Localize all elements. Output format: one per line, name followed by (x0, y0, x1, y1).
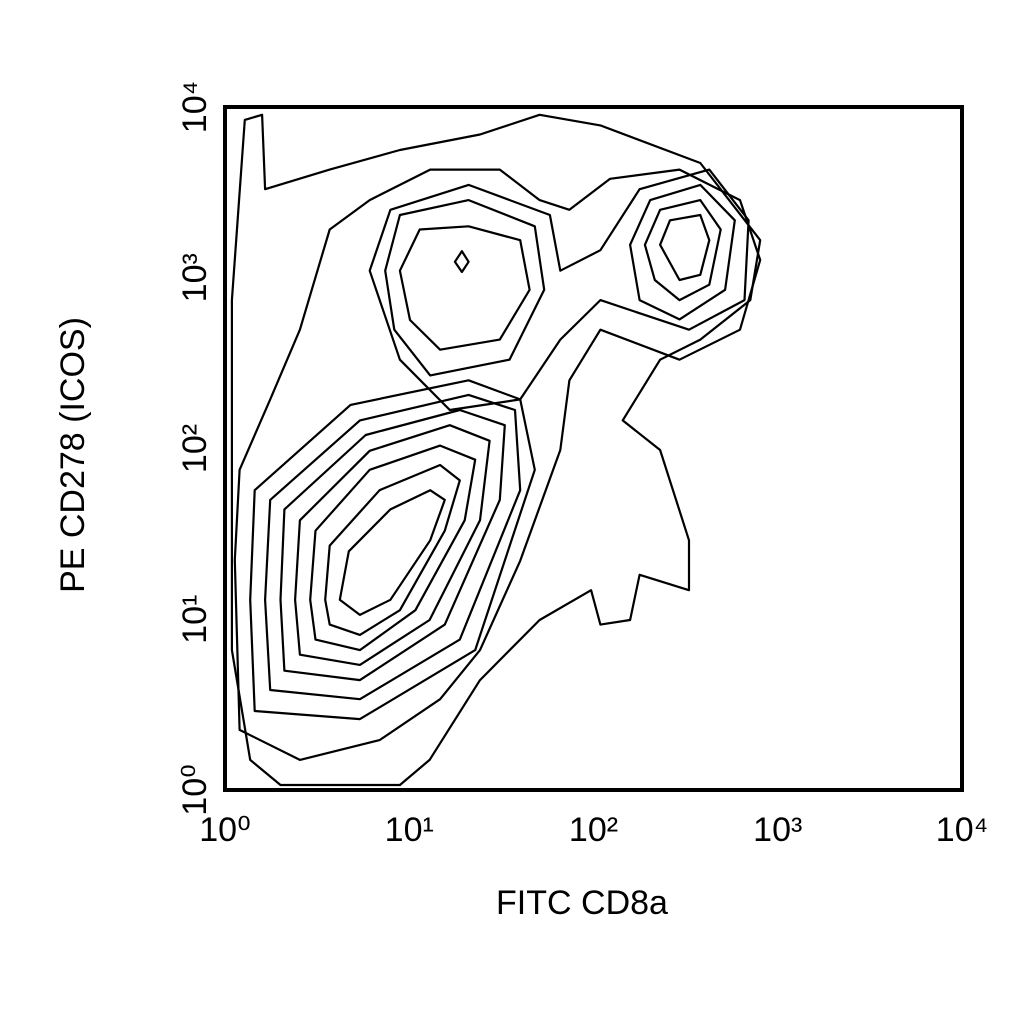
x-tick-label: 10⁴ (936, 811, 988, 849)
contour-line (384, 199, 546, 377)
contour-line (338, 489, 446, 616)
contour-line (279, 408, 506, 682)
contour-line (324, 463, 461, 636)
y-axis-label: PE CD278 (ICOS) (54, 317, 92, 593)
contour-line (368, 168, 750, 412)
contour-line (264, 393, 522, 701)
x-tick-label: 10⁰ (199, 811, 250, 849)
plot-frame (223, 105, 964, 792)
y-tick-label: 10³ (176, 253, 214, 302)
contour-line (643, 199, 722, 302)
contour-line (629, 183, 736, 321)
contour-line (294, 424, 491, 666)
y-tick-label: 10¹ (176, 595, 214, 644)
x-tick-label: 10¹ (385, 811, 434, 849)
contour-line (659, 213, 711, 282)
y-tick-label: 10⁰ (176, 764, 214, 815)
y-tick-label: 10⁴ (176, 81, 214, 133)
x-axis-label: FITC CD8a (496, 884, 668, 922)
contour-line (309, 444, 477, 652)
y-tick-label: 10² (176, 424, 214, 473)
contour-line (233, 168, 762, 761)
contour-line (249, 379, 536, 721)
x-tick-label: 10³ (753, 811, 802, 849)
x-tick-label: 10² (569, 811, 618, 849)
contour-line (453, 250, 470, 274)
contour-line (398, 225, 531, 351)
contour-line (230, 113, 762, 787)
